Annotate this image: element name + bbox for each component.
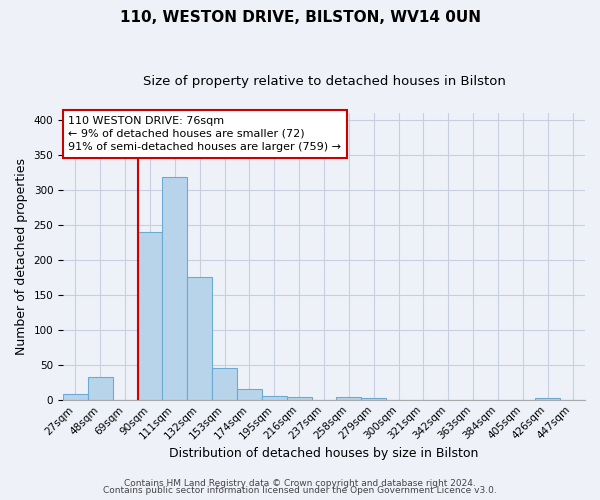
Y-axis label: Number of detached properties: Number of detached properties: [15, 158, 28, 355]
Bar: [187, 277, 212, 400]
Bar: [212, 368, 237, 400]
Bar: [262, 396, 287, 400]
Bar: [361, 398, 386, 400]
Text: 110, WESTON DRIVE, BILSTON, WV14 0UN: 110, WESTON DRIVE, BILSTON, WV14 0UN: [119, 10, 481, 25]
Bar: [337, 397, 361, 400]
Text: Contains HM Land Registry data © Crown copyright and database right 2024.: Contains HM Land Registry data © Crown c…: [124, 478, 476, 488]
Bar: [137, 232, 163, 400]
Bar: [88, 376, 113, 400]
Bar: [287, 397, 311, 400]
X-axis label: Distribution of detached houses by size in Bilston: Distribution of detached houses by size …: [169, 447, 479, 460]
Bar: [63, 394, 88, 400]
Text: 110 WESTON DRIVE: 76sqm
← 9% of detached houses are smaller (72)
91% of semi-det: 110 WESTON DRIVE: 76sqm ← 9% of detached…: [68, 116, 341, 152]
Bar: [535, 398, 560, 400]
Title: Size of property relative to detached houses in Bilston: Size of property relative to detached ho…: [143, 75, 505, 88]
Bar: [237, 388, 262, 400]
Bar: [163, 177, 187, 400]
Text: Contains public sector information licensed under the Open Government Licence v3: Contains public sector information licen…: [103, 486, 497, 495]
